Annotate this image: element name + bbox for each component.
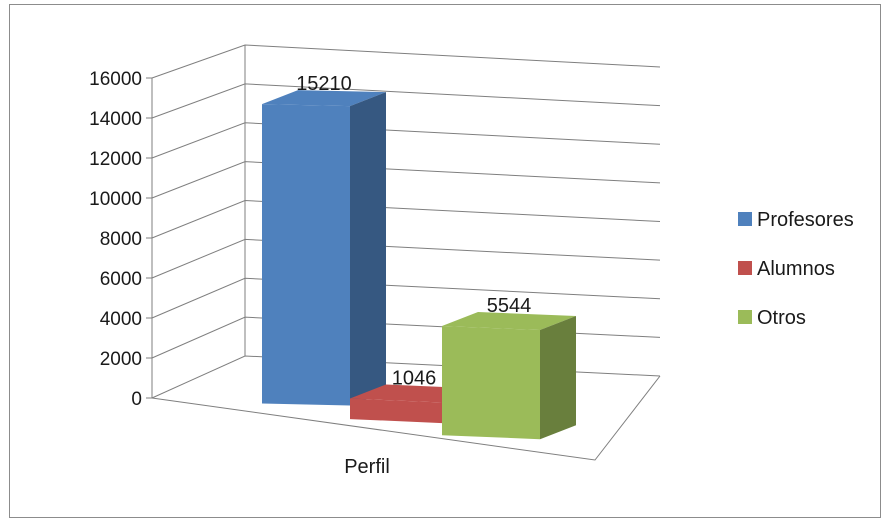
x-axis-label: Perfil bbox=[344, 456, 390, 478]
bar-side-profesores bbox=[350, 92, 386, 406]
y-tick-label: 8000 bbox=[100, 229, 142, 250]
y-tick-label: 10000 bbox=[89, 189, 142, 210]
y-tick-label: 16000 bbox=[89, 69, 142, 90]
y-tick-label: 2000 bbox=[100, 349, 142, 370]
y-tick-label: 0 bbox=[131, 389, 142, 410]
data-label-otros: 5544 bbox=[487, 295, 532, 317]
bar-top-otros bbox=[442, 312, 576, 331]
y-tick-label: 4000 bbox=[100, 309, 142, 330]
y-tick-label: 12000 bbox=[89, 149, 142, 170]
y-tick-label: 14000 bbox=[89, 109, 142, 130]
bar-otros bbox=[442, 326, 540, 440]
bar-top-profesores bbox=[262, 90, 386, 107]
y-tick-label: 6000 bbox=[100, 269, 142, 290]
floor-edge bbox=[151, 375, 661, 461]
bar-profesores bbox=[262, 104, 350, 406]
legend-swatch-profesores bbox=[738, 212, 752, 226]
legend-label-alumnos: Alumnos bbox=[757, 258, 835, 280]
legend-label-profesores: Profesores bbox=[757, 209, 854, 231]
data-label-alumnos: 1046 bbox=[392, 367, 437, 389]
legend-swatch-otros bbox=[738, 310, 752, 324]
legend-label-otros: Otros bbox=[757, 307, 806, 329]
data-label-profesores: 15210 bbox=[296, 73, 352, 95]
bar-alumnos bbox=[350, 398, 442, 424]
legend-swatch-alumnos bbox=[738, 261, 752, 275]
bar-side-otros bbox=[540, 316, 576, 440]
